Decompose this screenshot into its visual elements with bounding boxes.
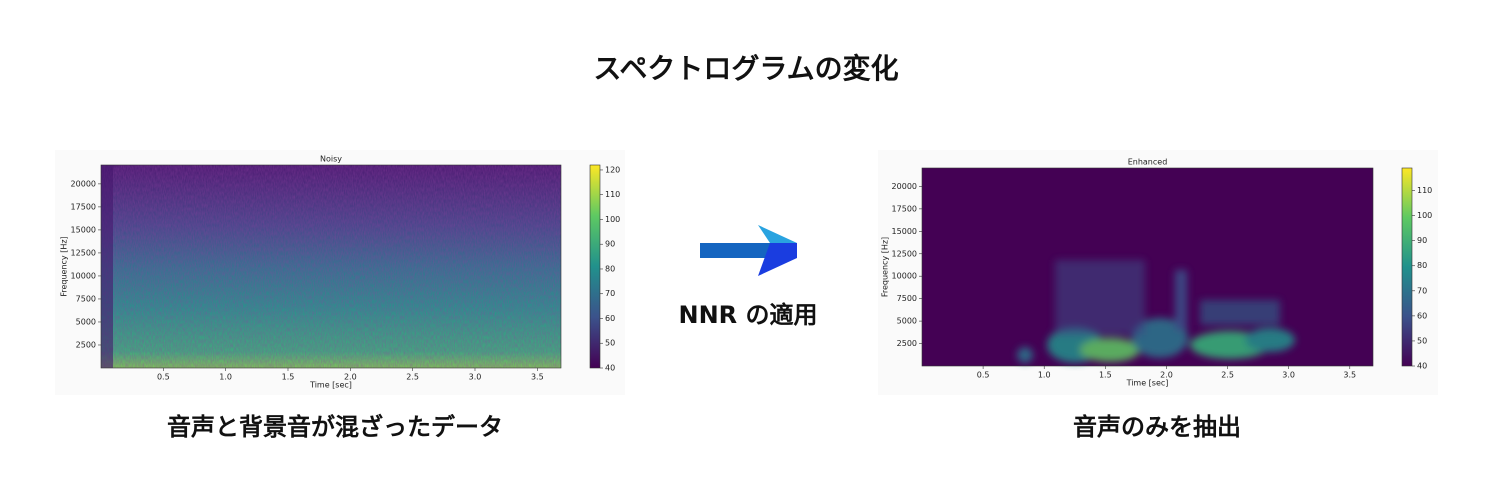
colorbar-tick-label: 50	[1417, 336, 1427, 345]
colorbar-tick-label: 120	[605, 165, 620, 174]
y-tick-label: 20000	[71, 179, 96, 188]
x-tick-label: 2.5	[406, 373, 419, 382]
colorbar-tick-label: 70	[1417, 286, 1427, 295]
y-tick-label: 10000	[892, 272, 917, 281]
x-tick-label: 2.0	[344, 373, 357, 382]
colorbar-tick-label: 40	[1417, 362, 1427, 371]
x-tick-label: 1.0	[1038, 371, 1051, 380]
colorbar-tick-label: 60	[1417, 311, 1427, 320]
arrow	[700, 225, 797, 276]
y-tick-label: 5000	[76, 317, 96, 326]
chart-title: Noisy	[320, 155, 342, 164]
colorbar-tick-label: 70	[605, 289, 615, 298]
arrow-label: NNR の適用	[678, 301, 817, 329]
colorbar-tick-label: 110	[1417, 186, 1432, 195]
colorbar-tick-label: 50	[605, 339, 615, 348]
colorbar-tick-label: 80	[1417, 261, 1427, 270]
colorbar-tick-label: 100	[1417, 211, 1432, 220]
y-tick-label: 15000	[71, 225, 96, 234]
y-tick-label: 15000	[892, 227, 917, 236]
x-tick-label: 3.0	[1282, 371, 1295, 380]
spectrogram-texture	[922, 168, 1373, 366]
slide-title: スペクトログラムの変化	[593, 52, 898, 85]
colorbar-tick-label: 90	[1417, 236, 1427, 245]
plot-frame	[100, 164, 562, 369]
y-tick-label: 7500	[76, 294, 96, 303]
x-tick-label: 0.5	[157, 373, 170, 382]
colorbar-tick-label: 100	[605, 215, 620, 224]
x-tick-label: 0.5	[977, 371, 990, 380]
caption: 音声と背景音が混ざったデータ	[167, 413, 503, 441]
spectrogram-texture	[101, 165, 561, 368]
colorbar-tick-label: 110	[605, 190, 620, 199]
y-tick-label: 2500	[897, 339, 917, 348]
colorbar-tick-label: 60	[605, 314, 615, 323]
x-tick-label: 1.0	[219, 373, 232, 382]
y-tick-label: 17500	[892, 204, 917, 213]
y-tick-label: 20000	[892, 182, 917, 191]
y-tick-label: 5000	[897, 317, 917, 326]
caption: 音声のみを抽出	[1073, 413, 1241, 441]
colorbar	[1401, 167, 1413, 367]
y-tick-label: 10000	[71, 271, 96, 280]
x-axis-label: Time [sec]	[1126, 379, 1169, 388]
y-axis-label: Frequency [Hz]	[881, 237, 890, 297]
colorbar	[589, 164, 601, 369]
y-tick-label: 12500	[892, 249, 917, 258]
x-tick-label: 2.0	[1160, 371, 1173, 380]
x-tick-label: 3.5	[1343, 371, 1356, 380]
plot-frame	[921, 167, 1374, 367]
chart-title: Enhanced	[1128, 158, 1168, 167]
x-tick-label: 1.5	[1099, 371, 1112, 380]
y-tick-label: 12500	[71, 248, 96, 257]
colorbar-tick-label: 90	[605, 240, 615, 249]
y-axis-label: Frequency [Hz]	[60, 236, 69, 296]
x-tick-label: 3.5	[531, 373, 544, 382]
x-tick-label: 1.5	[282, 373, 295, 382]
y-tick-label: 2500	[76, 340, 96, 349]
x-tick-label: 3.0	[469, 373, 482, 382]
colorbar-tick-label: 80	[605, 264, 615, 273]
y-tick-label: 17500	[71, 202, 96, 211]
y-tick-label: 7500	[897, 294, 917, 303]
x-tick-label: 2.5	[1221, 371, 1234, 380]
colorbar-tick-label: 40	[605, 364, 615, 373]
x-axis-label: Time [sec]	[309, 381, 352, 390]
